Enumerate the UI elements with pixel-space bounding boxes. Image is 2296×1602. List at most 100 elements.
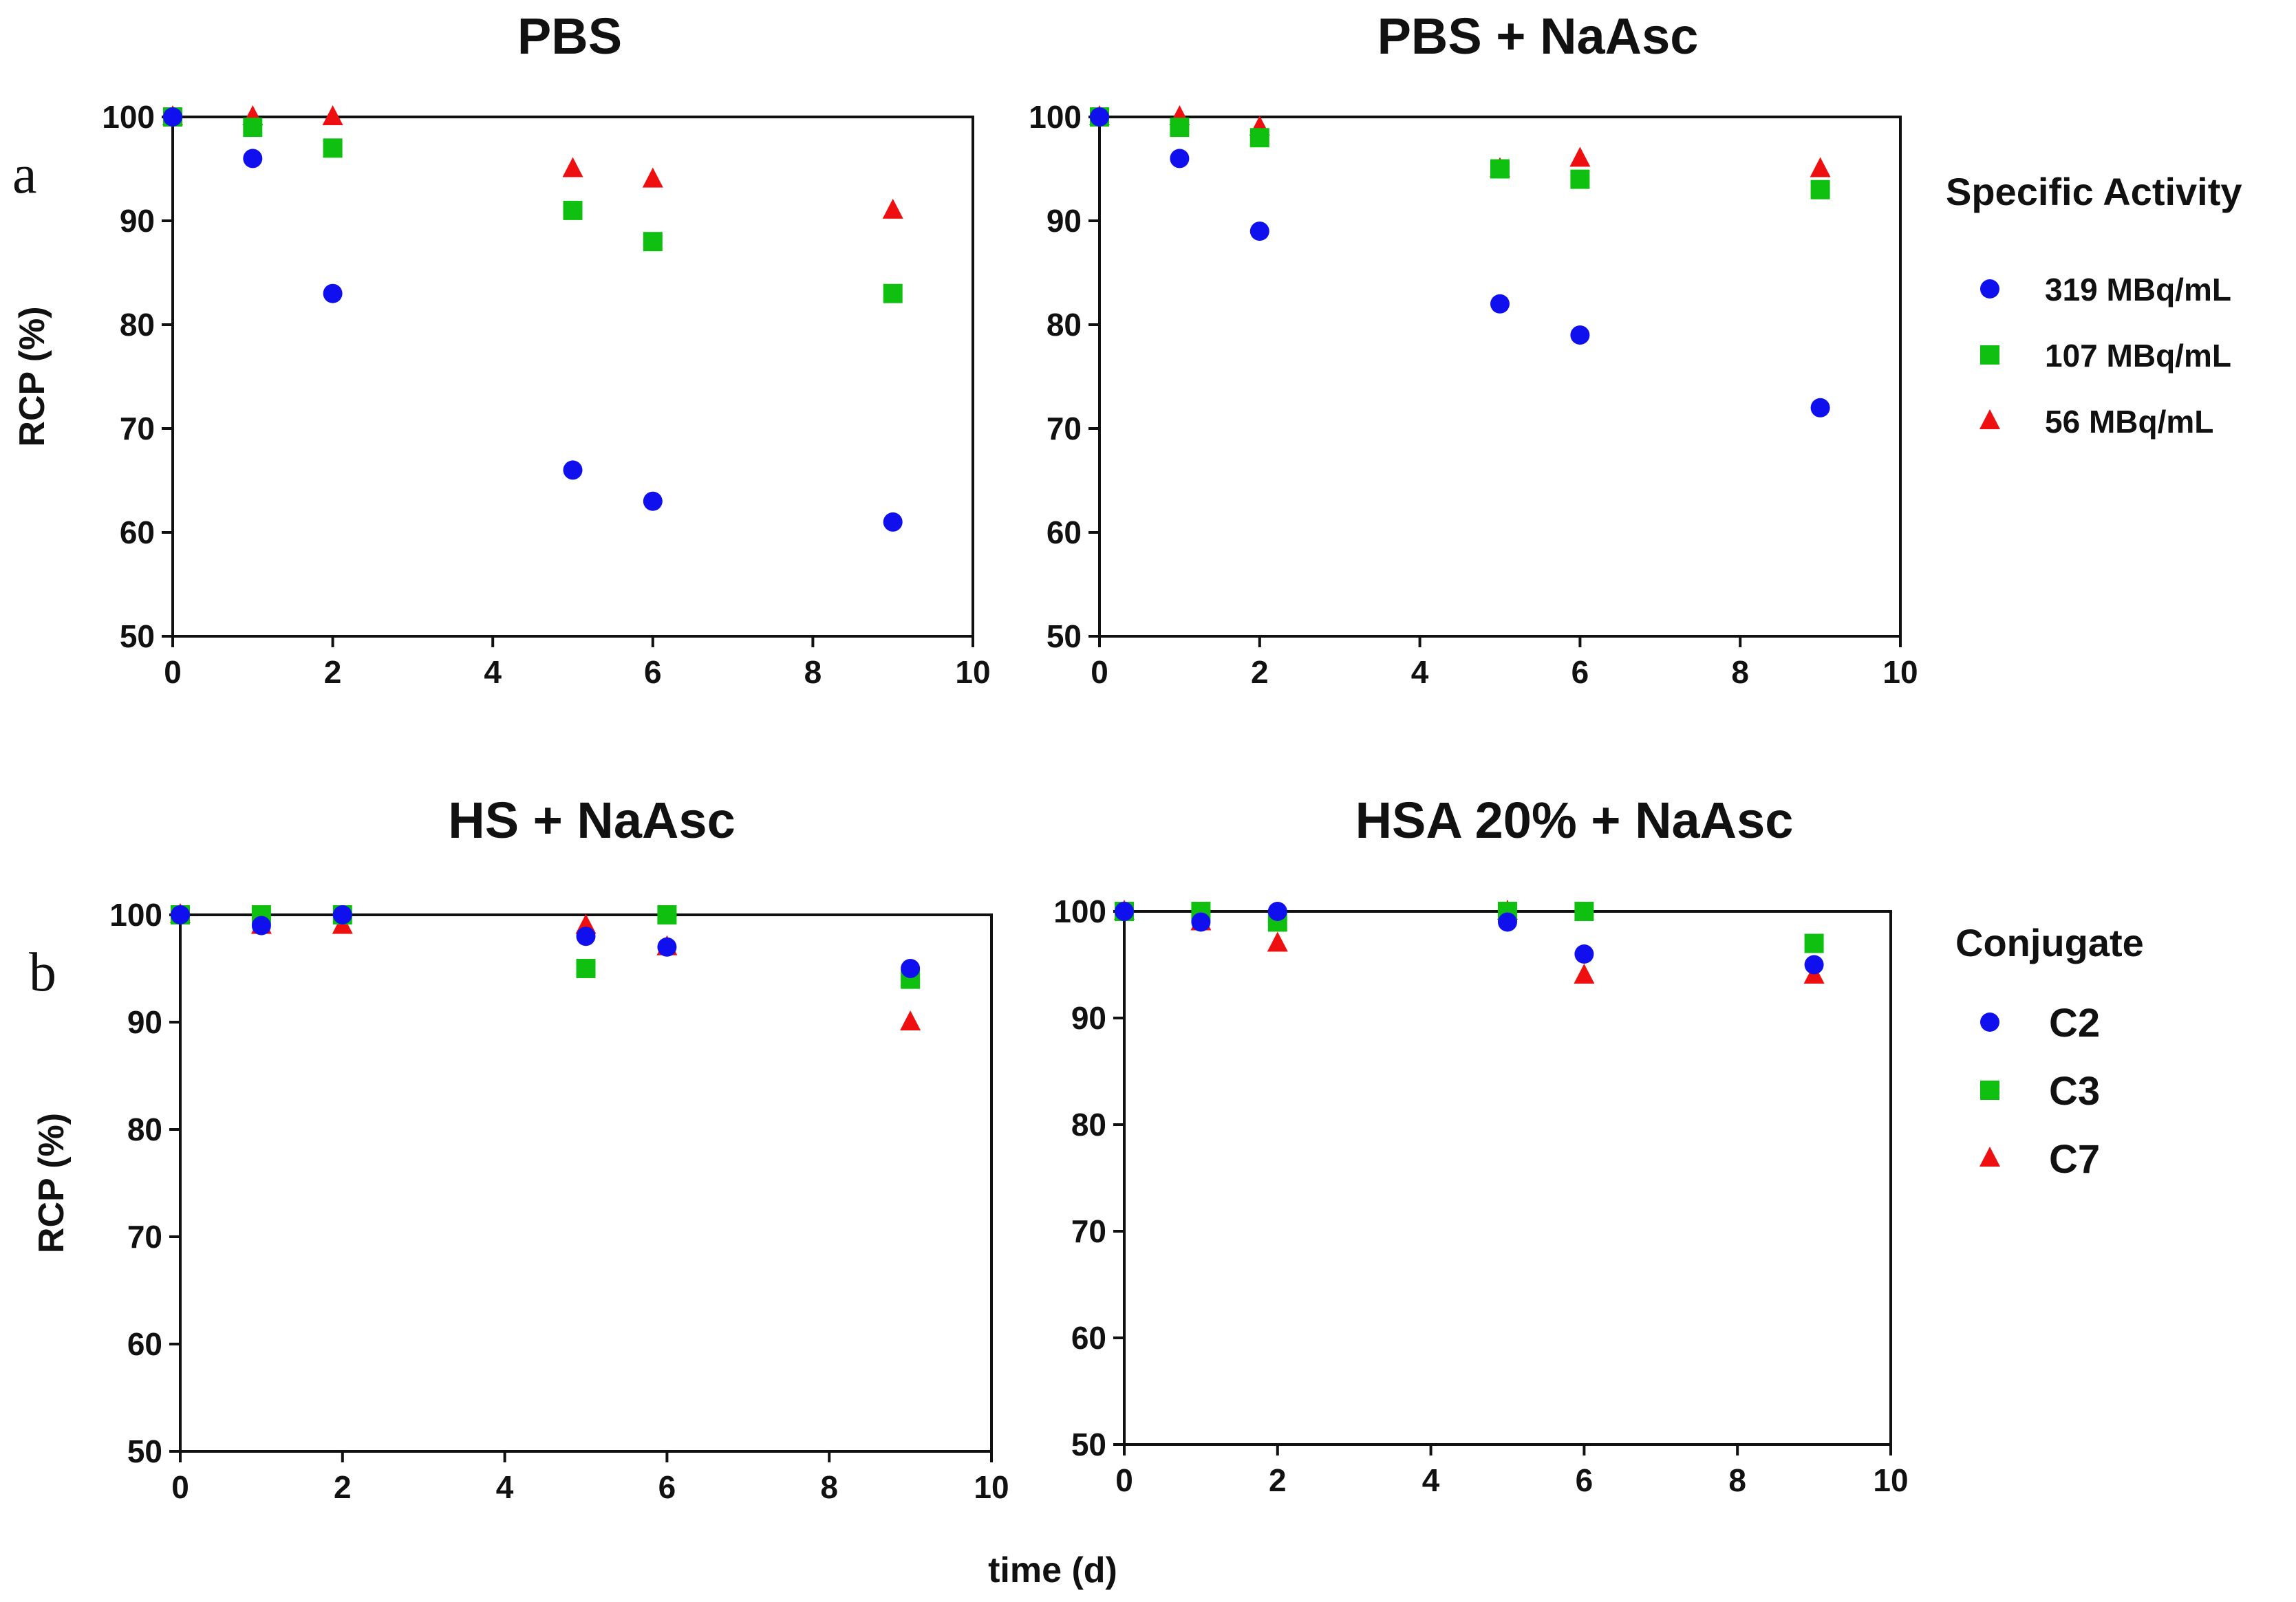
series-107-mbq-ml: [163, 107, 903, 303]
chart-hsa-20-naasc: HSA 20% + NaAsc 0 2 4 6 8 10 50 60 70 80 90 100: [1053, 792, 1908, 1498]
data-point: [1810, 398, 1830, 418]
plot-frame: [171, 116, 974, 638]
data-point: [1267, 931, 1288, 952]
data-point: [563, 460, 583, 480]
data-point: [563, 200, 583, 220]
series-319-mbq-ml: [1090, 107, 1830, 418]
y-tick-label: 70: [120, 411, 155, 446]
data-point: [576, 959, 596, 978]
data-point: [1810, 157, 1831, 177]
y-tick-label: 70: [127, 1219, 162, 1255]
legend-marker-shape: [1980, 409, 2000, 429]
legend-label-319-mbq: 319 MBq/mL: [2045, 272, 2231, 307]
y-tick-label: 70: [1047, 411, 1082, 446]
y-tick-label: 80: [127, 1112, 162, 1147]
legend-entry-107-mbq: 107 MBq/mL: [1980, 338, 2231, 374]
data-point: [1569, 147, 1591, 167]
x-tick-label: 0: [1115, 1462, 1133, 1498]
data-point: [163, 107, 182, 127]
legend-marker-circle: [1980, 279, 1999, 299]
legend-title-conjugate: Conjugate: [1955, 921, 2144, 964]
legend-entry-56-mbq: 56 MBq/mL: [1980, 404, 2213, 440]
x-tick-label: 8: [804, 654, 822, 690]
x-tick-label: 8: [1731, 654, 1749, 690]
data-point: [243, 118, 263, 138]
legend-marker-shape: [1980, 1147, 2000, 1167]
series-c3: [1115, 902, 1824, 953]
legend-conjugate: Conjugate C2 C3 C7: [1955, 921, 2144, 1182]
data-point: [1090, 107, 1109, 127]
y-tick-label: 50: [120, 618, 155, 654]
data-point: [1170, 149, 1190, 169]
data-point: [323, 138, 343, 158]
y-tick-label: 100: [1029, 99, 1082, 135]
y-tick-label: 100: [1053, 894, 1106, 929]
y-tick-label: 100: [102, 99, 155, 135]
x-tick-label: 2: [324, 654, 342, 690]
x-tick-label: 6: [1576, 1462, 1594, 1498]
y-axis-label: RCP (%): [12, 306, 52, 446]
data-point: [171, 905, 190, 924]
legend-label-c3: C3: [2049, 1069, 2100, 1114]
data-point: [1570, 325, 1590, 345]
data-point: [643, 232, 663, 252]
y-tick-label: 80: [1047, 307, 1082, 343]
data-point: [1267, 902, 1287, 921]
data-point: [1249, 221, 1269, 241]
legend-marker-shape: [1980, 1081, 1999, 1100]
y-axis-label: RCP (%): [32, 1113, 72, 1253]
x-tick-label: 10: [1882, 654, 1918, 690]
data-point: [657, 937, 677, 957]
data-point: [642, 167, 663, 188]
data-point: [322, 105, 343, 125]
data-point: [1170, 118, 1190, 138]
data-point: [1115, 902, 1134, 921]
x-tick-label: 10: [974, 1469, 1009, 1505]
series-c7: [170, 903, 921, 1030]
data-point: [562, 157, 583, 177]
x-tick-label: 0: [1091, 654, 1108, 690]
chart-title: PBS: [517, 8, 622, 65]
x-tick-label: 8: [1728, 1462, 1746, 1498]
legend-marker-shape: [1980, 279, 1999, 299]
data-point: [883, 512, 903, 532]
data-point: [1498, 912, 1517, 932]
data-point: [1490, 159, 1510, 179]
legend-label-56-mbq: 56 MBq/mL: [2045, 404, 2213, 440]
legend-marker-triangle: [1980, 409, 2000, 429]
chart-pbs: PBS RCP (%) 0 2 4 6 8 10 50 60 70 80 90 100: [12, 8, 991, 690]
legend-marker-shape: [1980, 345, 1999, 365]
data-point: [657, 905, 677, 924]
chart-title: PBS + NaAsc: [1377, 8, 1699, 65]
data-point: [1574, 964, 1595, 984]
data-point: [901, 959, 921, 978]
legend-entry-c7: C7: [1980, 1137, 2100, 1182]
legend-entry-319-mbq: 319 MBq/mL: [1980, 272, 2231, 307]
series-c2: [171, 905, 921, 978]
panel-label-a: a: [12, 144, 37, 205]
legend-title-specific-activity: Specific Activity: [1946, 170, 2242, 213]
y-tick-label: 50: [1047, 618, 1082, 654]
data-point: [251, 916, 271, 935]
x-tick-label: 0: [164, 654, 182, 690]
y-tick-label: 80: [1071, 1107, 1106, 1143]
y-tick-label: 60: [127, 1326, 162, 1362]
series-107-mbq-ml: [1090, 107, 1830, 199]
legend-specific-activity: Specific Activity 319 MBq/mL 107 MBq/mL …: [1946, 170, 2242, 440]
y-tick-label: 90: [127, 1004, 162, 1040]
legend-label-c2: C2: [2049, 1001, 2100, 1046]
y-tick-label: 100: [109, 897, 162, 933]
series-56-mbq-ml: [162, 105, 903, 219]
data-point: [1570, 169, 1590, 189]
data-point: [1574, 944, 1594, 964]
data-point: [1490, 294, 1510, 314]
legend-marker-circle: [1980, 1013, 1999, 1032]
plot-frame: [179, 913, 993, 1453]
chart-title: HS + NaAsc: [448, 792, 735, 849]
series-c3: [171, 905, 921, 989]
legend-marker-square: [1980, 345, 1999, 365]
series-319-mbq-ml: [163, 107, 903, 532]
x-tick-label: 10: [1873, 1462, 1908, 1498]
x-tick-label: 4: [496, 1469, 514, 1505]
